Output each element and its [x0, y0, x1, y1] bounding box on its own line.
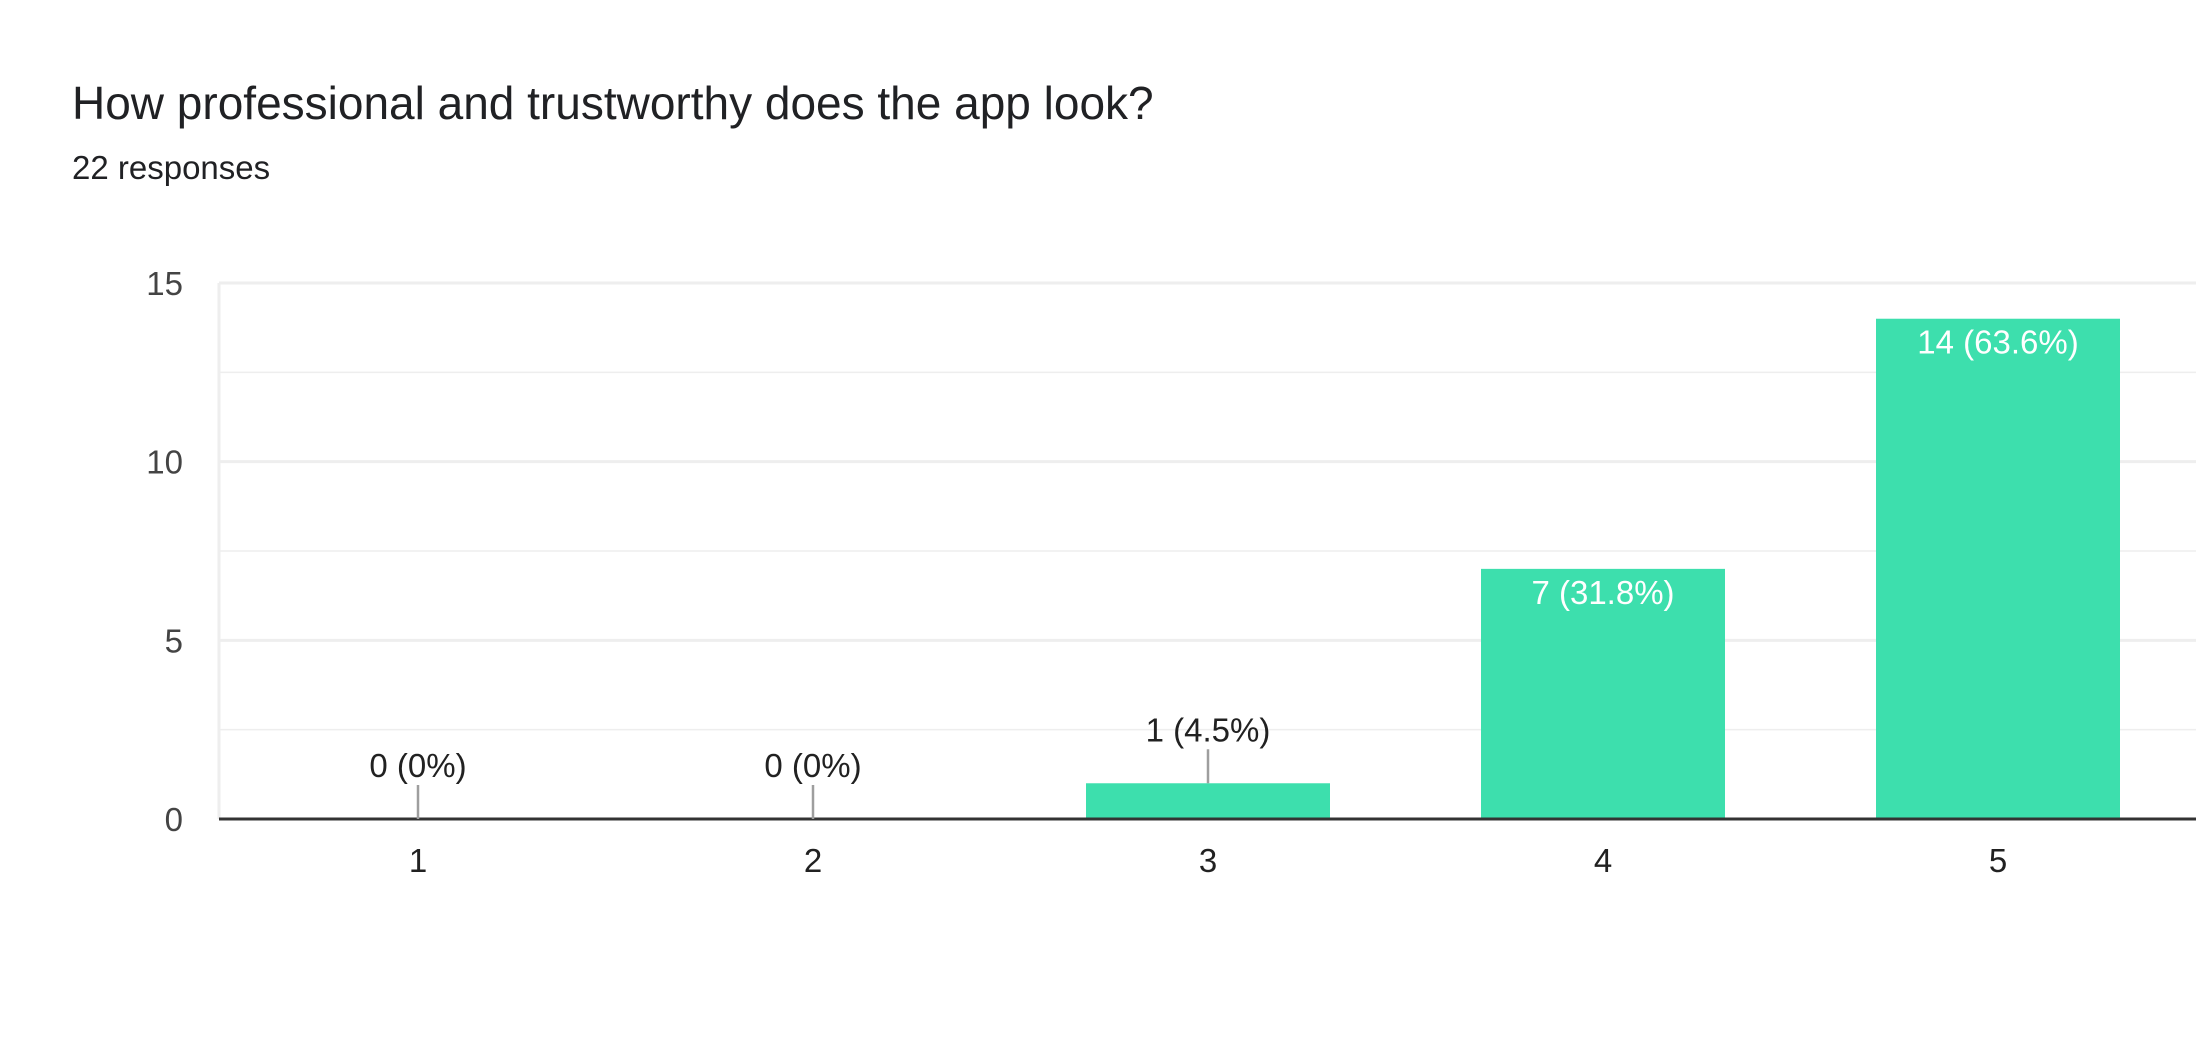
bar — [1876, 318, 2120, 819]
y-tick-label: 0 — [165, 801, 183, 838]
data-label: 7 (31.8%) — [1531, 574, 1674, 611]
x-tick-label: 4 — [1594, 842, 1612, 879]
gridlines — [217, 281, 2196, 819]
bar — [1086, 783, 1330, 819]
data-label: 1 (4.5%) — [1146, 711, 1271, 748]
y-tick-label: 15 — [146, 265, 183, 302]
x-tick-label: 1 — [409, 842, 427, 879]
data-labels: 0 (0%) 0 (0%) 1 (4.5%) 7 (31.8%) 14 (63.6%) — [369, 324, 2079, 819]
data-label: 0 (0%) — [764, 747, 861, 784]
bars — [1086, 318, 2120, 819]
x-tick-label: 2 — [804, 842, 822, 879]
y-tick-label: 5 — [165, 622, 183, 659]
data-label: 14 (63.6%) — [1917, 324, 2078, 361]
y-tick-label: 10 — [146, 444, 183, 481]
x-tick-label: 3 — [1199, 842, 1217, 879]
data-label: 0 (0%) — [369, 747, 466, 784]
x-axis-ticks: 1 2 3 4 5 — [409, 842, 2007, 879]
x-tick-label: 5 — [1989, 842, 2007, 879]
response-count: 22 responses — [72, 149, 271, 186]
question-title: How professional and trustworthy does th… — [72, 77, 1154, 129]
y-axis-ticks: 0 5 10 15 — [146, 265, 183, 838]
bar — [1481, 568, 1725, 819]
